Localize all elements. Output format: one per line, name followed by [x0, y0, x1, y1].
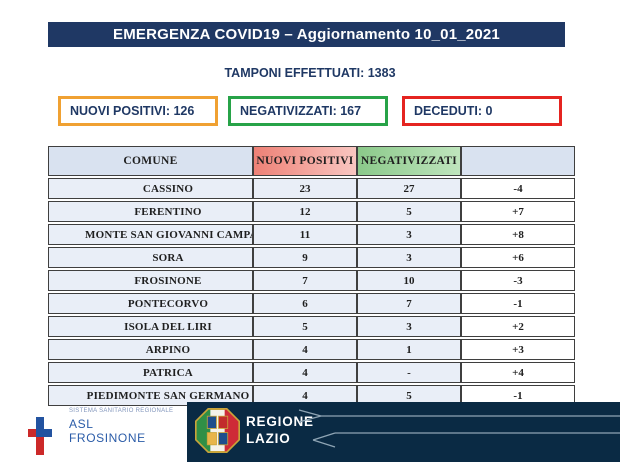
comune-cell: FROSINONE [48, 270, 253, 291]
nuovi-positivi-cell: 11 [253, 224, 357, 245]
table-row: PONTECORVO 6 7 -1 [48, 293, 575, 314]
col-header-delta [461, 146, 575, 176]
table-row: FROSINONE 7 10 -3 [48, 270, 575, 291]
nuovi-positivi-cell: 4 [253, 339, 357, 360]
comune-cell: PONTECORVO [48, 293, 253, 314]
delta-cell: +2 [461, 316, 575, 337]
nuovi-positivi-cell: 9 [253, 247, 357, 268]
negativizzati-cell: 3 [357, 224, 461, 245]
negativizzati-cell: 3 [357, 247, 461, 268]
negativizzati-cell: - [357, 362, 461, 383]
comune-cell: ARPINO [48, 339, 253, 360]
delta-cell: +7 [461, 201, 575, 222]
negativizzati-cell: 10 [357, 270, 461, 291]
delta-cell: -1 [461, 293, 575, 314]
nuovi-positivi-cell: 23 [253, 178, 357, 199]
nuovi-positivi-box: NUOVI POSITIVI: 126 [58, 96, 218, 126]
regione-name-line2: LAZIO [246, 431, 291, 446]
comune-cell: MONTE SAN GIOVANNI CAMPANO [48, 224, 253, 245]
asl-cross-icon [28, 417, 52, 455]
tamponi-effettuati-label: TAMPONI EFFETTUATI: 1383 [224, 66, 396, 80]
comune-cell: PIEDIMONTE SAN GERMANO [48, 385, 253, 406]
delta-cell: +3 [461, 339, 575, 360]
regione-lazio-band: REGIONE LAZIO [187, 402, 620, 462]
regione-name-line1: REGIONE [246, 414, 314, 429]
table-row: ARPINO 4 1 +3 [48, 339, 575, 360]
nuovi-positivi-cell: 5 [253, 316, 357, 337]
col-header-comune: COMUNE [48, 146, 253, 176]
nuovi-positivi-cell: 12 [253, 201, 357, 222]
table-row: PATRICA 4 - +4 [48, 362, 575, 383]
comune-cell: ISOLA DEL LIRI [48, 316, 253, 337]
deceduti-box: DECEDUTI: 0 [402, 96, 562, 126]
table-row: FERENTINO 12 5 +7 [48, 201, 575, 222]
delta-cell: +6 [461, 247, 575, 268]
page-title: EMERGENZA COVID19 – Aggiornamento 10_01_… [113, 26, 500, 43]
chevron-lines-icon [298, 409, 620, 448]
regione-lazio-crest-icon [195, 408, 240, 453]
negativizzati-cell: 27 [357, 178, 461, 199]
table-header-row: COMUNE NUOVI POSITIVI NEGATIVIZZATI [48, 146, 575, 176]
delta-cell: -3 [461, 270, 575, 291]
negativizzati-cell: 7 [357, 293, 461, 314]
table-row: MONTE SAN GIOVANNI CAMPANO 11 3 +8 [48, 224, 575, 245]
negativizzati-cell: 3 [357, 316, 461, 337]
asl-frosinone-logo-text: ASL FROSINONE [69, 417, 146, 445]
col-header-negativizzati: NEGATIVIZZATI [357, 146, 461, 176]
table-body: CASSINO 23 27 -4 FERENTINO 12 5 +7 MONTE… [48, 178, 575, 406]
negativizzati-label: NEGATIVIZZATI: 167 [240, 104, 362, 118]
title-banner: EMERGENZA COVID19 – Aggiornamento 10_01_… [48, 22, 565, 47]
comune-cell: CASSINO [48, 178, 253, 199]
negativizzati-box: NEGATIVIZZATI: 167 [228, 96, 388, 126]
negativizzati-cell: 1 [357, 339, 461, 360]
delta-cell: +4 [461, 362, 575, 383]
delta-cell: +8 [461, 224, 575, 245]
nuovi-positivi-label: NUOVI POSITIVI: 126 [70, 104, 195, 118]
nuovi-positivi-cell: 4 [253, 362, 357, 383]
negativizzati-cell: 5 [357, 201, 461, 222]
asl-name-line1: ASL [69, 417, 94, 431]
col-header-nuovi-positivi: NUOVI POSITIVI [253, 146, 357, 176]
delta-cell: -4 [461, 178, 575, 199]
nuovi-positivi-cell: 7 [253, 270, 357, 291]
asl-name-line2: FROSINONE [69, 430, 146, 445]
asl-tagline: SISTEMA SANITARIO REGIONALE [69, 408, 174, 414]
comuni-table: COMUNE NUOVI POSITIVI NEGATIVIZZATI CASS… [48, 144, 575, 408]
table-row: CASSINO 23 27 -4 [48, 178, 575, 199]
comune-cell: FERENTINO [48, 201, 253, 222]
regione-lazio-logo-text: REGIONE LAZIO [246, 413, 314, 447]
table-row: ISOLA DEL LIRI 5 3 +2 [48, 316, 575, 337]
comune-cell: PATRICA [48, 362, 253, 383]
nuovi-positivi-cell: 6 [253, 293, 357, 314]
deceduti-label: DECEDUTI: 0 [414, 104, 493, 118]
table-row: SORA 9 3 +6 [48, 247, 575, 268]
comune-cell: SORA [48, 247, 253, 268]
